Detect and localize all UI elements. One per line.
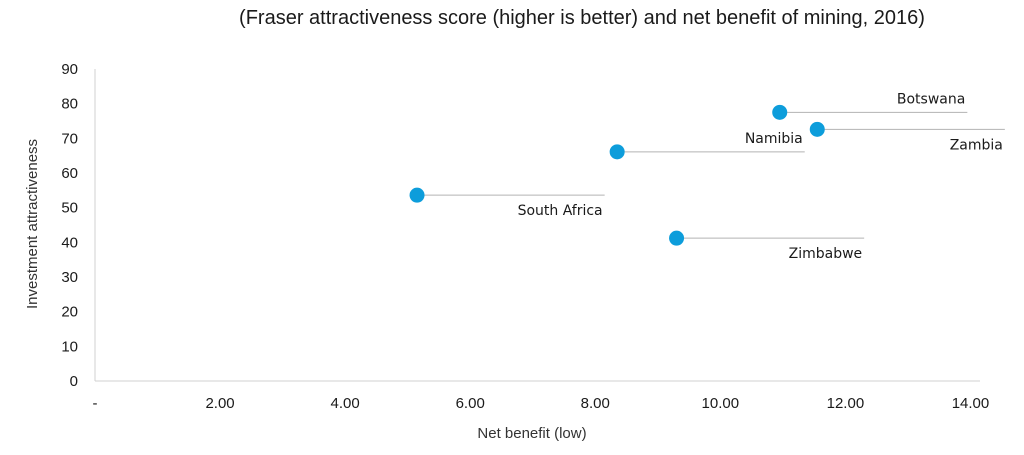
y-tick-label: 60 [61,165,78,182]
x-tick-label: 4.00 [331,395,360,412]
data-point [772,104,788,120]
leader-lines [417,111,1005,239]
y-tick-label: 70 [61,130,78,147]
x-tick-labels: - 2.00 4.00 6.00 8.00 10.00 12.00 14.00 [93,395,990,412]
data-point [809,121,825,137]
x-tick-label: 8.00 [581,395,610,412]
point-label: South Africa [518,203,603,219]
x-tick-label: 6.00 [456,395,485,412]
x-tick-label: 14.00 [952,395,990,412]
data-point [669,230,685,246]
y-tick-label: 20 [61,304,78,321]
y-tick-label: 90 [61,61,78,78]
y-tick-labels: 0 10 20 30 40 50 60 70 80 90 [61,61,78,390]
x-tick-label: 12.00 [827,395,865,412]
chart-title: (Fraser attractiveness score (higher is … [239,7,925,29]
y-tick-label: 30 [61,269,78,286]
x-tick-label: - [93,395,98,412]
x-axis-label: Net benefit (low) [477,425,586,442]
y-tick-label: 40 [61,234,78,251]
y-axis-label: Investment attractiveness [24,139,41,309]
y-tick-label: 50 [61,200,78,217]
data-point [409,187,425,203]
point-label: Zimbabwe [789,246,863,262]
point-label: Zambia [950,137,1003,153]
point-label: Botswana [897,91,965,107]
x-tick-label: 10.00 [702,395,740,412]
data-points [409,104,825,246]
y-tick-label: 80 [61,96,78,113]
point-labels: South Africa Namibia Zimbabwe Botswana Zambi… [518,91,1003,262]
point-label: Namibia [745,131,803,147]
x-tick-label: 2.00 [205,395,234,412]
data-point [609,144,625,160]
y-tick-label: 0 [70,373,78,390]
y-tick-label: 10 [61,338,78,355]
